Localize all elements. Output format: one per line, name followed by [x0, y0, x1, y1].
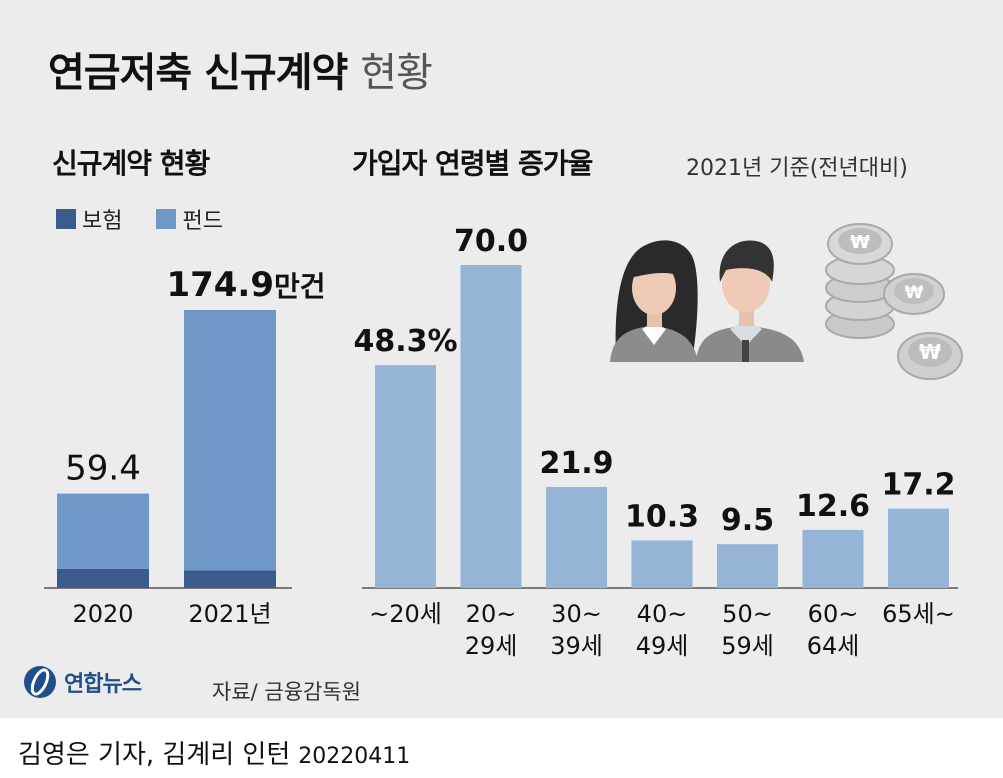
credit-names: 김영은 기자, 김계리 인턴 — [18, 740, 291, 770]
category-label-1: 2021년 — [188, 600, 271, 628]
svg-text:₩: ₩ — [919, 340, 941, 364]
age-category-label-6: 65세~ — [882, 600, 955, 628]
age-category-label-5: 60~ 64세 — [807, 600, 860, 660]
bar-insurance-1 — [184, 570, 276, 588]
age-bar-4 — [717, 544, 778, 588]
age-category-label-4: 50~ 59세 — [721, 600, 774, 660]
yonhap-logo: 연합뉴스 — [22, 664, 142, 700]
age-bar-0 — [375, 365, 436, 588]
right-subtitle: 가입자 연령별 증가율 — [352, 147, 593, 180]
chart-note: 2021년 기준(전년대비) — [686, 156, 908, 181]
chart-svg: ₩ ₩ ₩ 59.4 2020 174.9만건 2021년 48.3% ~20세 70.0… — [44, 223, 963, 660]
age-bar-5 — [802, 529, 864, 588]
left-subtitle: 신규계약 현황 — [52, 147, 210, 180]
legend: 보험 펀드 — [56, 203, 223, 235]
bar-fund-0 — [57, 493, 149, 569]
title-light: 현황 — [360, 50, 433, 96]
age-bar-6 — [888, 508, 949, 588]
bar-fund-1 — [184, 310, 276, 571]
credit-line: 김영은 기자, 김계리 인턴 20220411 — [18, 734, 410, 771]
age-bar-1 — [460, 265, 522, 588]
credit-date: 20220411 — [298, 744, 411, 769]
age-value-label-3: 10.3 — [625, 499, 699, 534]
total-label-1: 174.9만건 — [166, 265, 325, 305]
bar-insurance-0 — [57, 568, 149, 588]
age-category-label-0: ~20세 — [369, 600, 442, 628]
total-label-0: 59.4 — [65, 449, 141, 489]
won-coins-icon: ₩ ₩ ₩ — [825, 223, 963, 380]
svg-text:₩: ₩ — [850, 232, 870, 253]
legend-swatch-fund — [156, 209, 177, 229]
category-label-0: 2020 — [72, 600, 133, 628]
legend-swatch-insurance — [56, 209, 76, 229]
age-value-label-5: 12.6 — [796, 489, 870, 524]
svg-text:₩: ₩ — [905, 283, 924, 303]
age-category-label-3: 40~ 49세 — [636, 600, 689, 660]
age-bar-2 — [546, 486, 607, 588]
age-category-label-2: 30~ 39세 — [550, 600, 603, 660]
source-note: 자료/ 금융감독원 — [212, 680, 361, 704]
woman-avatar-icon — [610, 240, 698, 362]
logo-text: 연합뉴스 — [64, 672, 142, 697]
age-value-label-6: 17.2 — [881, 468, 955, 503]
age-bar-3 — [631, 540, 693, 588]
age-value-label-4: 9.5 — [721, 503, 774, 538]
age-category-label-1: 20~ 29세 — [465, 600, 518, 660]
legend-label-fund: 펀드 — [182, 209, 223, 234]
legend-label-insurance: 보험 — [82, 209, 123, 234]
yonhap-logo-icon — [24, 666, 56, 698]
age-value-label-2: 21.9 — [539, 446, 613, 481]
man-avatar-icon — [696, 240, 804, 362]
contracts-chart: 59.4 2020 174.9만건 2021년 — [44, 265, 326, 628]
page-title: 연금저축 신규계약 현황 — [48, 40, 433, 98]
age-growth-chart: 48.3% ~20세 70.0 20~ 29세 21.9 30~ 39세 10.3 40~ 49세 9… — [353, 224, 958, 660]
age-value-label-1: 70.0 — [454, 224, 528, 259]
age-value-label-0: 48.3% — [353, 324, 457, 359]
title-bold: 연금저축 신규계약 — [48, 50, 348, 96]
